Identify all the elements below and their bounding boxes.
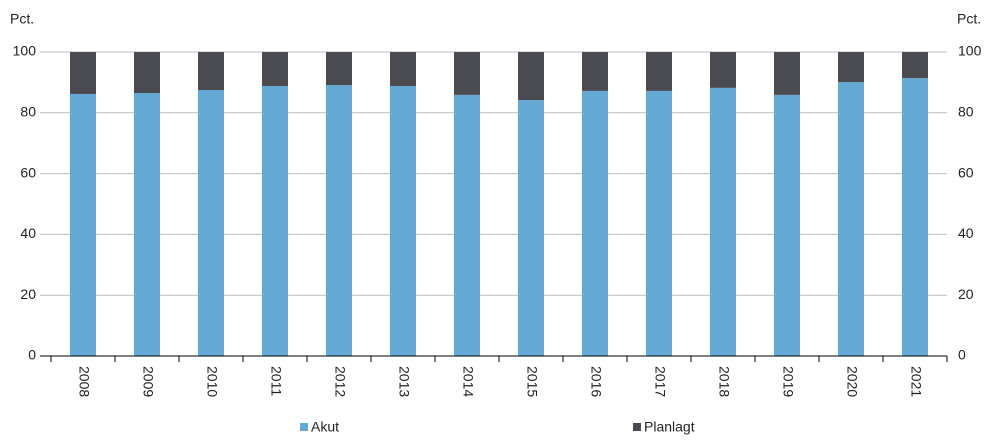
- x-tick-label: 2020: [844, 366, 860, 397]
- x-tick-label: 2009: [140, 366, 156, 397]
- legend-swatch: [300, 423, 308, 431]
- bar-segment: [646, 90, 672, 357]
- y-tick-label: 40: [20, 225, 36, 241]
- bar-segment: [390, 86, 416, 356]
- bar-segment: [198, 52, 224, 90]
- y2-tick-label: 0: [958, 347, 966, 363]
- x-tick-label: 2010: [204, 366, 220, 397]
- y-tick-label: 60: [20, 164, 36, 180]
- y-tick-label: 100: [13, 43, 37, 59]
- bar-segment: [710, 52, 736, 88]
- bar-segment: [582, 90, 608, 357]
- y-tick-label: 0: [28, 347, 36, 363]
- x-tick-label: 2012: [332, 366, 348, 397]
- y2-tick-label: 80: [958, 104, 974, 120]
- x-tick-label: 2018: [716, 366, 732, 397]
- bar-segment: [390, 52, 416, 87]
- bar-segment: [774, 52, 800, 95]
- y-axis-label: Pct.: [10, 11, 34, 27]
- bar-segment: [902, 78, 928, 357]
- x-tick-label: 2021: [908, 366, 924, 397]
- y2-tick-label: 20: [958, 286, 974, 302]
- y2-tick-label: 60: [958, 164, 974, 180]
- x-tick-label: 2008: [76, 366, 92, 397]
- bar-segment: [262, 86, 288, 356]
- y-tick-label: 20: [20, 286, 36, 302]
- x-tick-label: 2019: [780, 366, 796, 397]
- y-tick-label: 80: [20, 104, 36, 120]
- bar-segment: [70, 93, 96, 357]
- bar-segment: [582, 52, 608, 91]
- bar-segment: [262, 52, 288, 87]
- x-tick-label: 2011: [268, 366, 284, 396]
- bar-segment: [838, 52, 864, 83]
- legend-swatch: [633, 423, 641, 431]
- bar-segment: [198, 90, 224, 356]
- bar-segment: [838, 82, 864, 356]
- bar-segment: [326, 85, 352, 357]
- bar-segment: [646, 52, 672, 91]
- y2-tick-label: 100: [958, 43, 982, 59]
- bar-segment: [134, 93, 160, 356]
- bar-segment: [70, 52, 96, 94]
- x-tick-label: 2015: [524, 366, 540, 397]
- legend-label: Akut: [311, 419, 339, 435]
- bar-segment: [710, 87, 736, 356]
- bar-segment: [902, 52, 928, 79]
- y2-axis-label: Pct.: [957, 11, 981, 27]
- bar-segment: [774, 94, 800, 356]
- legend-label: Planlagt: [644, 419, 695, 435]
- x-tick-label: 2014: [460, 366, 476, 397]
- bar-segment: [518, 100, 544, 356]
- bar-segment: [454, 94, 480, 356]
- bar-segment: [454, 52, 480, 95]
- bar-segment: [518, 52, 544, 101]
- bar-segment: [326, 52, 352, 86]
- x-tick-label: 2013: [396, 366, 412, 397]
- x-tick-label: 2016: [588, 366, 604, 397]
- bar-segment: [134, 52, 160, 94]
- x-tick-label: 2017: [652, 366, 668, 397]
- y2-tick-label: 40: [958, 225, 974, 241]
